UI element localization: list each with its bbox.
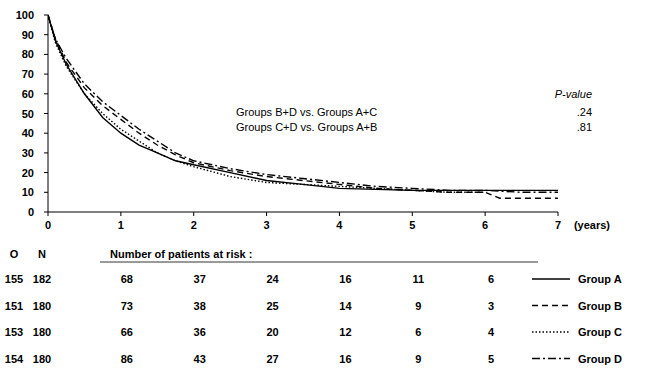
risk-count: 4 [488,326,495,338]
y-tick-label: 90 [22,29,34,41]
survival-curve [48,15,558,198]
risk-count: 20 [266,326,278,338]
y-tick [44,74,48,75]
x-axis-label: (years) [574,219,610,231]
risk-table-header: O [10,248,19,260]
risk-n: 180 [33,353,51,365]
risk-count: 27 [266,353,278,365]
legend-label: Group C [578,326,622,338]
x-tick-label: 1 [118,219,124,231]
legend-swatch [532,331,570,332]
risk-count: 25 [266,300,278,312]
x-tick [412,212,413,216]
y-tick [44,34,48,35]
risk-count: 43 [194,353,206,365]
legend-label: Group A [578,273,622,285]
risk-count: 12 [339,326,351,338]
p-value-title: P-value [555,88,592,100]
risk-count: 9 [415,300,421,312]
p-value-comparison: Groups C+D vs. Groups A+B [236,121,377,133]
y-tick-label: 10 [22,186,34,198]
y-tick [44,192,48,193]
y-tick [44,93,48,94]
x-tick-label: 2 [191,219,197,231]
x-tick [485,212,486,216]
survival-curve [48,15,558,192]
y-tick [44,15,48,16]
legend-swatch [532,358,570,359]
y-tick-label: 70 [22,68,34,80]
p-value: .24 [577,106,592,118]
risk-count: 68 [121,273,133,285]
risk-n: 180 [33,326,51,338]
x-tick-label: 4 [336,219,343,231]
x-tick [266,212,267,216]
risk-count: 5 [488,353,494,365]
risk-table-header: N [38,248,46,260]
risk-count: 37 [194,273,206,285]
risk-observed: 155 [5,273,23,285]
x-tick [120,212,121,216]
x-tick-label: 5 [409,219,415,231]
risk-count: 6 [488,273,494,285]
legend-label: Group D [578,353,622,365]
risk-table-rule [100,262,538,263]
risk-count: 16 [339,273,351,285]
legend-swatch [532,305,570,306]
y-tick-label: 30 [22,147,34,159]
risk-count: 36 [194,326,206,338]
risk-n: 180 [33,300,51,312]
p-value-comparison: Groups B+D vs. Groups A+C [236,106,377,118]
y-tick [44,54,48,55]
x-tick [558,212,559,216]
y-tick [44,152,48,153]
y-tick-label: 0 [28,206,34,218]
x-axis [48,212,558,213]
x-tick-label: 3 [264,219,270,231]
legend-label: Group B [578,300,622,312]
x-tick-label: 0 [45,219,51,231]
risk-count: 14 [339,300,352,312]
plot-lines [48,15,558,198]
y-tick-label: 80 [22,48,34,60]
y-tick-label: 20 [22,167,34,179]
y-tick-label: 100 [16,9,34,21]
x-tick [193,212,194,216]
survival-curve [48,15,485,192]
survival-curve [48,15,558,190]
legend-swatch [532,278,570,279]
risk-count: 16 [339,353,351,365]
y-tick-label: 40 [22,127,34,139]
risk-count: 38 [194,300,206,312]
risk-count: 6 [415,326,421,338]
risk-count: 73 [121,300,133,312]
y-tick-label: 60 [22,88,34,100]
risk-observed: 151 [5,300,23,312]
y-tick [44,113,48,114]
risk-table-title: Number of patients at risk : [110,248,252,260]
risk-observed: 154 [5,353,24,365]
risk-observed: 153 [5,326,23,338]
risk-count: 9 [415,353,421,365]
y-tick [44,212,48,213]
x-tick [48,212,49,216]
chart: 010203040506070809010001234567(years)P-v… [0,0,660,390]
risk-count: 86 [121,353,133,365]
risk-count: 3 [488,300,494,312]
y-tick-label: 50 [22,108,34,120]
risk-count: 24 [266,273,279,285]
risk-count: 11 [412,273,424,285]
p-value: .81 [577,121,592,133]
x-tick-label: 6 [482,219,488,231]
x-tick-label: 7 [555,219,561,231]
y-tick [44,172,48,173]
y-tick [44,133,48,134]
risk-n: 182 [33,273,51,285]
x-tick [339,212,340,216]
risk-count: 66 [121,326,133,338]
